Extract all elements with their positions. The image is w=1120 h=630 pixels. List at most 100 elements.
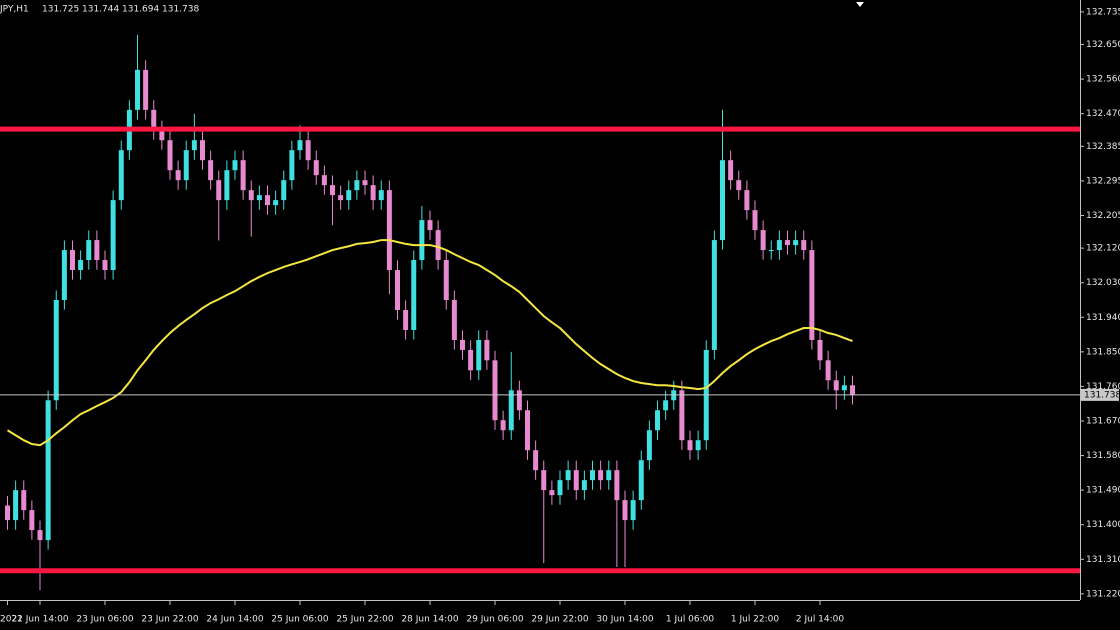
candle-body [330,185,335,196]
high-price: 131.744 [82,5,119,15]
candle-body [45,400,51,541]
candle-body [386,190,392,271]
candle-body [159,130,165,141]
candle-body [61,250,67,300]
y-tick-label: 131.400 [1086,520,1120,530]
y-tick-label: 132.295 [1086,176,1120,186]
x-tick-label: 29 Jun 22:00 [531,615,588,625]
candle-body [646,430,652,461]
x-tick-label: 23 Jun 22:00 [141,615,198,625]
candle-body [70,250,75,271]
candle-body [801,240,807,251]
candle-body [443,260,449,300]
x-tick-label: 30 Jun 14:00 [596,615,653,625]
y-tick-label: 131.850 [1086,347,1120,357]
candle-body [663,400,669,411]
candle-body [630,500,636,521]
candle-body [776,240,782,251]
candle-body [711,240,717,350]
y-tick-label: 132.205 [1086,211,1120,221]
candle-body [256,195,262,201]
candle-body [13,490,19,521]
candle-body [265,195,270,206]
y-tick-label: 132.560 [1086,75,1120,85]
candle-body [151,109,157,131]
candle-body [525,410,530,451]
candle-body [232,160,238,171]
candle-body [565,470,571,481]
candle-body [817,339,823,361]
y-tick-label: 131.580 [1086,451,1120,461]
candle-body [451,300,457,340]
candle-body [208,160,214,181]
candle-body [346,190,352,201]
low-price: 131.694 [122,5,159,15]
x-tick-label: 2 Jul 14:00 [796,615,845,625]
x-tick-label: 29 Jun 06:00 [466,615,523,625]
x-tick-label: 22 Jun 14:00 [11,615,68,625]
candle-body [598,470,604,481]
x-tick-label: 25 Jun 22:00 [336,615,393,625]
candle-body [86,240,92,261]
candle-body [118,150,124,201]
candle-body [240,160,246,191]
candle-body [549,490,555,496]
candle-body [850,385,855,395]
y-tick-label: 131.490 [1086,486,1120,496]
x-tick-label: 2021 [0,615,23,625]
last-price-label: 131.738 [1084,390,1120,400]
candle-body [500,420,506,431]
candle-body [21,490,27,511]
candle-body [720,160,725,241]
candle-body [378,190,384,201]
candle-body [768,250,774,252]
x-tick-label: 23 Jun 06:00 [76,615,133,625]
candle-body [395,270,400,310]
moving-average [6,239,853,447]
y-tick-label: 131.940 [1086,313,1120,323]
candle-body [167,140,173,171]
candle-body [736,180,742,191]
candle-body [281,180,287,201]
candle-body [581,480,587,491]
symbol: JPY,H1 [0,5,29,15]
candle-body [411,260,417,330]
candle-body [752,210,758,231]
candle-body [687,440,693,451]
candle-body [614,470,620,501]
candle-body [354,180,360,191]
y-tick-label: 131.760 [1086,382,1120,392]
y-tick-label: 132.735 [1086,7,1120,17]
shift-marker [856,2,864,7]
candle-body [590,470,595,481]
candle-body [825,360,831,381]
candle-body [183,150,189,181]
candle-body [273,200,279,206]
candle-body [557,480,563,496]
candle-body [573,470,579,491]
candle-body [78,260,84,271]
close-price: 131.738 [162,5,199,15]
y-tick-label: 132.650 [1086,40,1120,50]
candle-body [94,240,100,261]
candle-body [793,240,799,246]
candle-body [338,195,344,201]
y-tick-label: 131.220 [1086,589,1120,599]
candle-body [403,309,409,330]
candle-body [297,140,303,151]
candle-body [492,360,498,421]
candle-body [102,260,108,271]
candle-body [541,470,547,491]
candle-body [516,390,522,411]
x-tick-label: 25 Jun 06:00 [271,615,328,625]
candle-body [53,300,59,401]
candle-body [362,180,368,186]
y-tick-label: 132.470 [1086,109,1120,119]
candle-body [216,180,222,201]
candle-body [606,470,612,481]
candle-body [305,140,311,161]
x-tick-label: 24 Jun 14:00 [206,615,263,625]
candle-body [135,69,140,110]
